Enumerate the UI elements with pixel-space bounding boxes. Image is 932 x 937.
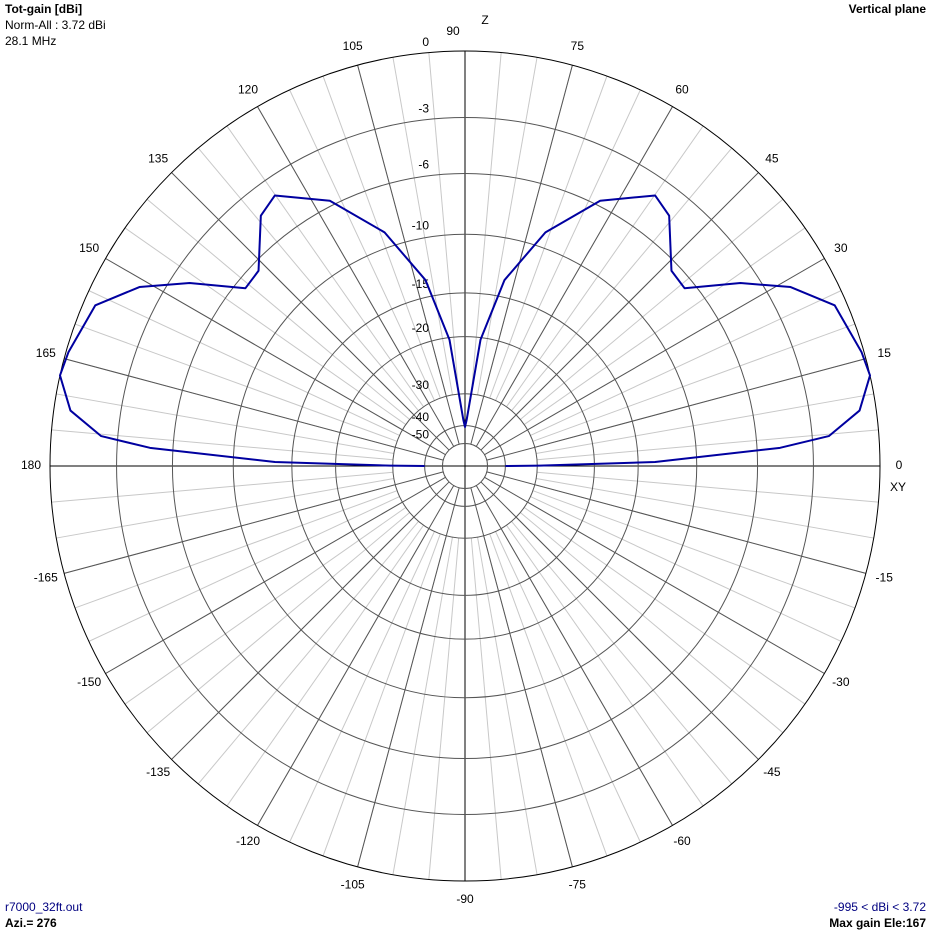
frequency: 28.1 MHz [5,34,56,48]
angle-label: 45 [765,151,779,165]
minor-radial [322,533,441,857]
angle-label: -45 [763,765,781,779]
angle-label: -30 [832,675,850,689]
angle-label: 180 [21,458,41,472]
angle-label: -165 [34,570,58,584]
r-tick-label: -50 [412,428,430,442]
r-tick-label: -30 [412,378,430,392]
minor-radial [530,290,842,436]
minor-radial [520,512,784,734]
minor-radial [511,147,733,411]
minor-radial [289,531,435,843]
subtitle: Norm-All : 3.72 dBi [5,18,106,32]
radial-grid-line [486,358,866,461]
radial-grid-line [357,487,460,867]
minor-radial [197,521,419,785]
r-tick-label: 0 [422,35,429,49]
radial-grid-line [470,487,573,867]
angle-label: 165 [36,346,56,360]
minor-radial [74,490,398,609]
range-note: -995 < dBi < 3.72 [834,900,926,914]
radial-grid-line [480,481,759,760]
angle-label: 150 [79,241,99,255]
minor-radial [322,75,441,399]
grid-circle [171,172,759,760]
grid-circle [49,50,881,882]
grid-circle [441,442,489,490]
r-tick-label: -3 [418,102,429,116]
angle-label: -150 [77,675,101,689]
plane-label: Vertical plane [849,2,927,16]
angle-label: 105 [343,39,363,53]
radial-grid-line [470,65,573,445]
radial-grid-line [484,476,825,674]
angle-label: 75 [571,39,585,53]
minor-radial [88,290,400,436]
minor-radial [520,198,784,420]
angle-label: 90 [446,24,460,38]
angle-label: 60 [675,82,689,96]
radial-grid-line [105,258,446,456]
angle-label: 30 [834,241,848,255]
grid-circle [116,117,814,815]
grid-circle [335,336,595,596]
minor-radial [88,496,400,642]
minor-radial [289,89,435,401]
r-tick-label: -6 [418,158,429,172]
radial-grid-line [171,481,450,760]
radial-grid-line [257,106,455,447]
angle-label: -15 [876,570,894,584]
radial-grid-line [257,485,455,826]
max-gain: Max gain Ele:167 [829,916,926,930]
minor-radial [197,147,419,411]
minor-radial [489,75,608,399]
angle-label: -60 [673,834,691,848]
xy-axis-label: XY [890,480,906,494]
radial-grid-line [480,172,759,451]
radial-grid-line [171,172,450,451]
angle-label: -90 [456,892,474,906]
minor-radial [511,521,733,785]
r-tick-label: -40 [412,410,430,424]
radial-grid-line [475,485,673,826]
minor-radial [532,490,856,609]
angle-label: 120 [238,82,258,96]
r-tick-label: -10 [412,218,430,232]
minor-radial [532,323,856,442]
radial-grid-line [357,65,460,445]
angle-label: -120 [236,834,260,848]
minor-radial [146,198,410,420]
minor-radial [74,323,398,442]
radial-grid-line [64,358,444,461]
angle-label: -75 [569,877,587,891]
minor-radial [495,531,641,843]
radial-grid-line [105,476,446,674]
angle-label: -135 [146,765,170,779]
radial-grid-line [486,471,866,574]
grid [49,50,881,882]
angle-label: 15 [878,346,892,360]
radial-grid-line [475,106,673,447]
angle-label: 0 [896,458,903,472]
file-name: r7000_32ft.out [5,900,83,914]
chart-title: Tot-gain [dBi] [5,2,82,16]
minor-radial [530,496,842,642]
minor-radial [495,89,641,401]
gain-pattern [58,194,872,467]
azimuth: Azi.= 276 [5,916,57,930]
angle-label: 135 [148,151,168,165]
minor-radial [489,533,608,857]
radial-grid-line [484,258,825,456]
grid-circle [232,233,698,699]
radial-grid-line [64,471,444,574]
z-axis-label: Z [481,13,488,27]
r-tick-label: -20 [412,321,430,335]
grid-circle [291,292,639,640]
minor-radial [146,512,410,734]
angle-label: -105 [341,877,365,891]
